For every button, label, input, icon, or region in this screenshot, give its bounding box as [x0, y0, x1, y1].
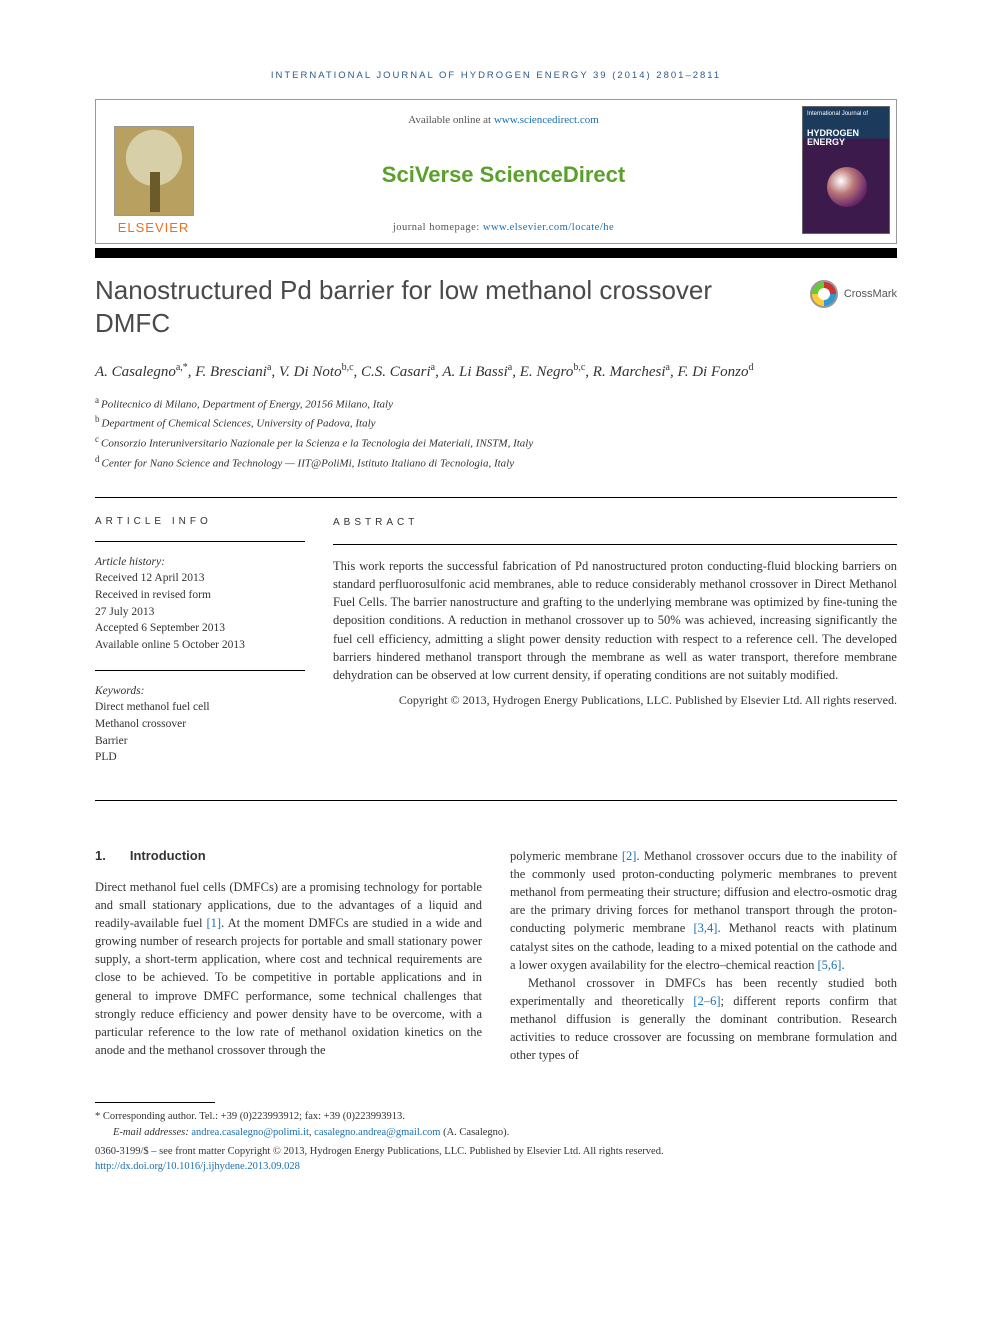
authors-line: A. Casalegnoa,*, F. Bresciania, V. Di No…	[95, 361, 897, 384]
cover-title: HYDROGEN ENERGY	[807, 129, 859, 147]
author: F. Di Fonzod	[678, 364, 754, 380]
corr-contact: Tel.: +39 (0)223993912; fax: +39 (0)2239…	[197, 1111, 405, 1122]
body-columns: 1. Introduction Direct methanol fuel cell…	[95, 847, 897, 1065]
author: R. Marchesia	[593, 364, 670, 380]
journal-homepage-line: journal homepage: www.elsevier.com/locat…	[393, 222, 614, 233]
corr-label: * Corresponding author.	[95, 1111, 197, 1122]
rule-bottom	[95, 800, 897, 801]
keyword: Direct methanol fuel cell	[95, 699, 305, 716]
journal-homepage-link[interactable]: www.elsevier.com/locate/he	[483, 222, 614, 233]
abstract-label: ABSTRACT	[333, 516, 897, 531]
history-lines: Received 12 April 2013Received in revise…	[95, 570, 305, 653]
email-line: E-mail addresses: andrea.casalegno@polim…	[95, 1125, 897, 1140]
crossmark-label: CrossMark	[844, 288, 897, 300]
homepage-label: journal homepage:	[393, 222, 483, 233]
rule-kw	[95, 670, 305, 671]
sciencedirect-link[interactable]: www.sciencedirect.com	[494, 114, 599, 126]
cover-supertitle: International Journal of	[807, 111, 885, 117]
available-online-line: Available online at www.sciencedirect.co…	[408, 114, 599, 126]
elsevier-tree-icon	[114, 126, 194, 216]
page-footer: * Corresponding author. Tel.: +39 (0)223…	[95, 1102, 897, 1174]
history-line: 27 July 2013	[95, 604, 305, 621]
author: A. Li Bassia	[442, 364, 512, 380]
publisher-block: ELSEVIER	[96, 100, 211, 243]
section-1-number: 1.	[95, 848, 106, 863]
citation-ref[interactable]: [2]	[622, 849, 637, 863]
author: A. Casalegnoa,*	[95, 364, 188, 380]
sd-logo-text: SciVerse ScienceDirect	[382, 162, 625, 187]
cover-art-icon	[827, 167, 867, 207]
affiliation: cConsorzio Interuniversitario Nazionale …	[95, 433, 897, 453]
meta-grid: ARTICLE INFO Article history: Received 1…	[95, 516, 897, 782]
available-prefix: Available online at	[408, 114, 494, 126]
page: INTERNATIONAL JOURNAL OF HYDROGEN ENERGY…	[0, 0, 992, 1224]
email-link-1[interactable]: andrea.casalegno@polimi.it	[191, 1127, 309, 1138]
history-line: Available online 5 October 2013	[95, 637, 305, 654]
author: V. Di Notob,c	[279, 364, 354, 380]
keyword: Barrier	[95, 733, 305, 750]
article-info: ARTICLE INFO Article history: Received 1…	[95, 516, 305, 782]
paper-title: Nanostructured Pd barrier for low methan…	[95, 274, 715, 339]
citation-ref[interactable]: [1]	[207, 916, 222, 930]
email-suffix: (A. Casalegno).	[440, 1127, 509, 1138]
journal-cover-icon: International Journal of HYDROGEN ENERGY	[802, 106, 890, 234]
crossmark-icon	[810, 280, 838, 308]
abstract-copyright: Copyright © 2013, Hydrogen Energy Public…	[333, 692, 897, 709]
citation-ref[interactable]: [5,6]	[818, 958, 842, 972]
intro-para-1-cont: polymeric membrane [2]. Methanol crossov…	[510, 847, 897, 974]
history-line: Received in revised form	[95, 587, 305, 604]
rule-abs	[333, 544, 897, 545]
abstract-block: ABSTRACT This work reports the successfu…	[333, 516, 897, 782]
intro-para-2: Methanol crossover in DMFCs has been rec…	[510, 974, 897, 1065]
running-header: INTERNATIONAL JOURNAL OF HYDROGEN ENERGY…	[95, 70, 897, 81]
publisher-label: ELSEVIER	[118, 220, 190, 235]
sciencedirect-logo: SciVerse ScienceDirect	[382, 162, 625, 188]
masthead-center: Available online at www.sciencedirect.co…	[211, 100, 796, 243]
affiliation: dCenter for Nano Science and Technology …	[95, 453, 897, 473]
keyword: Methanol crossover	[95, 716, 305, 733]
author: C.S. Casaria	[361, 364, 435, 380]
rule-top	[95, 497, 897, 498]
keyword-lines: Direct methanol fuel cellMethanol crosso…	[95, 699, 305, 766]
doi-line: http://dx.doi.org/10.1016/j.ijhydene.201…	[95, 1159, 897, 1174]
corresponding-author-line: * Corresponding author. Tel.: +39 (0)223…	[95, 1109, 897, 1124]
journal-cover-block: International Journal of HYDROGEN ENERGY	[796, 100, 896, 243]
abstract-text: This work reports the successful fabrica…	[333, 557, 897, 684]
history-head: Article history:	[95, 554, 305, 571]
author: F. Bresciania	[195, 364, 271, 380]
section-1-title: Introduction	[130, 848, 206, 863]
affiliations: aPolitecnico di Milano, Department of En…	[95, 394, 897, 473]
affiliation: bDepartment of Chemical Sciences, Univer…	[95, 413, 897, 433]
issn-line: 0360-3199/$ – see front matter Copyright…	[95, 1144, 897, 1159]
footnote-rule	[95, 1102, 215, 1103]
title-row: Nanostructured Pd barrier for low methan…	[95, 274, 897, 361]
cover-title-2: ENERGY	[807, 137, 845, 147]
email-label: E-mail addresses:	[113, 1127, 191, 1138]
column-left: 1. Introduction Direct methanol fuel cell…	[95, 847, 482, 1065]
email-link-2[interactable]: casalegno.andrea@gmail.com	[314, 1127, 440, 1138]
affiliation: aPolitecnico di Milano, Department of En…	[95, 394, 897, 414]
crossmark-widget[interactable]: CrossMark	[810, 280, 897, 308]
citation-ref[interactable]: [2–6]	[693, 994, 720, 1008]
doi-link[interactable]: http://dx.doi.org/10.1016/j.ijhydene.201…	[95, 1161, 300, 1172]
author: E. Negrob,c	[520, 364, 586, 380]
masthead: ELSEVIER Available online at www.science…	[95, 99, 897, 244]
article-info-label: ARTICLE INFO	[95, 516, 305, 527]
keywords-head: Keywords:	[95, 683, 305, 700]
divider-bar	[95, 248, 897, 258]
history-line: Received 12 April 2013	[95, 570, 305, 587]
column-right: polymeric membrane [2]. Methanol crossov…	[510, 847, 897, 1065]
rule-ai	[95, 541, 305, 542]
citation-ref[interactable]: [3,4]	[694, 921, 718, 935]
history-line: Accepted 6 September 2013	[95, 620, 305, 637]
section-1-heading: 1. Introduction	[95, 847, 482, 866]
keyword: PLD	[95, 749, 305, 766]
intro-para-1: Direct methanol fuel cells (DMFCs) are a…	[95, 878, 482, 1059]
